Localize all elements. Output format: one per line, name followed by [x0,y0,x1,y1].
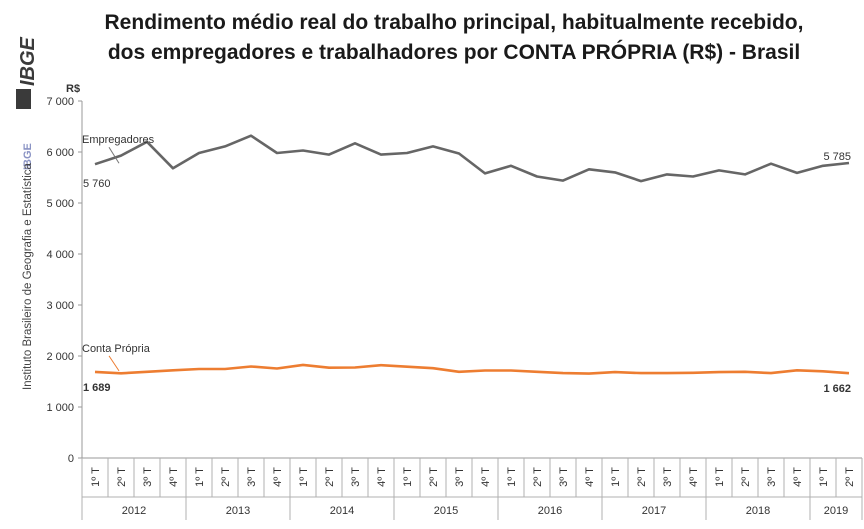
quarter-tick-label: 2º T [220,467,232,487]
series-start-label: 1 689 [83,382,111,394]
series-name-leader [108,355,120,372]
series-end-label: 1 662 [823,383,851,395]
chart-title: Rendimento médio real do trabalho princi… [44,8,864,68]
series-layer: 5 760 5 785 Empregadores 1 689 1 662 Conta Pr… [82,134,851,395]
chart-title-line-2: dos empregadores e trabalhadores por CON… [107,41,801,64]
quarter-tick-label: 2º T [740,467,752,487]
year-tick-label: 2019 [824,505,848,517]
series-end-label: 5 785 [823,151,851,163]
quarter-tick-label: 3º T [350,467,362,487]
quarter-tick-label: 2º T [324,467,336,487]
chart-title-line-1: Rendimento médio real do trabalho princi… [104,11,804,34]
series-line-conta-propria [94,363,850,375]
quarter-tick-label: 4º T [688,467,700,487]
quarter-tick-label: 1º T [818,467,830,487]
quarter-tick-label: 4º T [168,467,180,487]
quarter-tick-label: 1º T [90,467,102,487]
y-tick-label: 2 000 [46,351,74,363]
year-tick-label: 2018 [746,505,770,517]
quarter-tick-label: 3º T [558,467,570,487]
series-line-empregadores [94,134,850,183]
y-tick-label: 6 000 [46,147,74,159]
year-tick-label: 2013 [226,505,250,517]
quarter-tick-label: 3º T [454,467,466,487]
year-tick-label: 2012 [122,505,146,517]
quarter-tick-label: 3º T [766,467,778,487]
year-tick-label: 2017 [642,505,666,517]
y-tick-label: 7 000 [46,96,74,108]
quarter-tick-label: 1º T [714,467,726,487]
quarter-tick-label: 3º T [662,467,674,487]
year-tick-label: 2015 [434,505,458,517]
y-tick-label: 0 [68,453,74,465]
y-tick-label: 3 000 [46,300,74,312]
quarter-tick-label: 1º T [298,467,310,487]
quarter-tick-label: 4º T [272,467,284,487]
quarter-tick-label: 1º T [194,467,206,487]
quarter-tick-label: 4º T [480,467,492,487]
y-tick-label: 4 000 [46,249,74,261]
ibge-logo: IBGE [16,36,39,109]
year-tick-label: 2014 [330,505,354,517]
quarter-tick-label: 2º T [428,467,440,487]
quarter-tick-label: 3º T [246,467,258,487]
quarter-tick-label: 1º T [610,467,622,487]
ibge-logo-text: IBGE [17,36,39,86]
year-tick-label: 2016 [538,505,562,517]
quarter-tick-label: 4º T [584,467,596,487]
series-name-leader [108,146,120,164]
quarter-tick-label: 2º T [844,467,856,487]
quarter-tick-label: 2º T [636,467,648,487]
quarter-tick-label: 4º T [376,467,388,487]
quarter-tick-label: 3º T [142,467,154,487]
ibge-label: IBGE [22,143,34,170]
quarter-tick-label: 2º T [532,467,544,487]
quarter-tick-label: 1º T [506,467,518,487]
series-name-label: Empregadores [82,134,155,146]
y-tick-label: 1 000 [46,402,74,414]
quarter-tick-label: 2º T [116,467,128,487]
quarter-tick-label: 1º T [402,467,414,487]
y-axis-label: R$ [66,83,80,95]
quarter-tick-label: 4º T [792,467,804,487]
series-name-label: Conta Própria [82,343,151,355]
y-tick-label: 5 000 [46,198,74,210]
ibge-logo-mark [16,89,31,109]
sidebar [0,0,44,529]
institute-name: Instituto Brasileiro de Geografia e Esta… [22,162,34,390]
series-start-label: 5 760 [83,178,111,190]
